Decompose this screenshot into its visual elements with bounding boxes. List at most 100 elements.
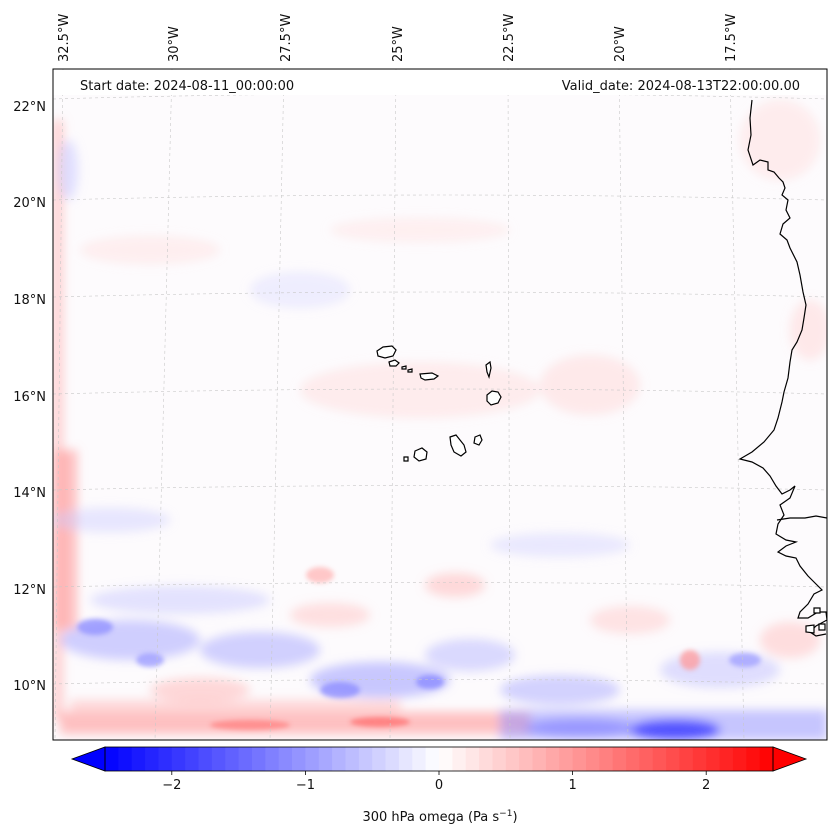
bijagos-island [818,623,826,631]
omega-positive-region [540,355,640,415]
lat-label: 18°N [13,293,46,308]
omega-negative-cell [320,682,360,698]
lat-label: 10°N [13,679,46,694]
omega-positive-cell [210,720,290,730]
colorbar-label-superscript: −1 [499,809,512,819]
lon-label: 30°W [167,26,182,62]
valid-date-label: Valid_date: 2024-08-13T22:00:00.00 [562,79,800,94]
colorbar-cell [265,747,280,771]
colorbar-label: 300 hPa omega (Pa s−1) [362,809,517,825]
colorbar-cell [118,747,133,771]
colorbar-tick-label: −2 [162,778,181,793]
colorbar-cell [572,747,587,771]
colorbar-cell [171,747,186,771]
island-santiago [449,434,467,457]
omega-positive-region [60,712,530,734]
omega-negative-region [630,720,720,740]
colorbar-cell [759,747,774,771]
start-date-label: Start date: 2024-08-11_00:00:00 [80,79,294,94]
coastlines [376,99,827,637]
colorbar-cell [145,747,160,771]
lon-gridline [54,69,64,740]
island-islet [407,368,413,373]
omega-field-shading [53,100,827,740]
island-sao-nicolau [419,372,440,381]
colorbar-cell [345,747,360,771]
colorbar-min-extend [70,746,106,772]
omega-negative-region [490,533,630,557]
omega-positive-region [760,622,820,658]
colorbar-cell [305,747,320,771]
lat-label: 20°N [13,196,46,211]
lon-label: 17.5°W [724,14,739,62]
omega-positive-region [590,606,670,634]
island-boa-vista [486,390,502,406]
colorbar-cell [519,747,534,771]
colorbar-cell [692,747,707,771]
lat-gridline [53,679,827,685]
colorbar-cell [492,747,507,771]
river-gambia [776,515,827,521]
colorbar-label-main: 300 hPa omega (Pa s [362,810,499,825]
colorbar-cell [332,747,347,771]
omega-negative-region [90,586,270,614]
colorbar-cells [105,747,774,771]
lat-label: 12°N [13,583,46,598]
lon-label: 22.5°W [502,14,517,62]
latitude-labels: 22°N 20°N 18°N 16°N 14°N 12°N 10°N [13,100,46,694]
colorbar-tick-label: −1 [296,778,315,793]
gridlines [53,69,827,740]
omega-positive-region [300,362,540,418]
omega-positive-region [55,450,77,630]
colorbar-cell [292,747,306,771]
omega-field-texture [77,567,761,730]
colorbar-cell [612,747,627,771]
colorbar-cell [412,747,427,771]
colorbar-cell [238,747,253,771]
colorbar-cell [626,747,640,771]
colorbar-cell [425,747,440,771]
lat-label: 22°N [13,100,46,115]
bijagos-island [805,624,815,634]
lon-gridline [389,69,397,740]
lon-gridline [618,69,629,740]
island-santo-antao [376,345,397,359]
lon-gridline [729,69,745,740]
lat-gridline [53,582,827,588]
lat-gridline [53,485,827,491]
colorbar-cell [465,747,480,771]
colorbar-cell [732,747,747,771]
colorbar-cell [452,747,467,771]
colorbar-cell [211,747,226,771]
colorbar-cell [398,747,413,771]
omega-positive-region [290,603,370,627]
longitude-labels: 32.5°W 30°W 27.5°W 25°W 22.5°W 20°W 17.5… [57,14,739,62]
coastline-west-africa [738,99,827,637]
colorbar-max-extend [772,746,808,772]
colorbar: −2 −1 0 1 2 300 hPa omega (Pa s−1) [70,746,808,825]
map-frame [52,68,828,741]
omega-positive-region [70,700,400,712]
colorbar-ticks: −2 −1 0 1 2 [162,771,710,793]
omega-positive-region [425,573,485,597]
colorbar-cell [639,747,654,771]
colorbar-cell [158,747,173,771]
bijagos-island [813,607,821,614]
colorbar-cell [479,747,494,771]
colorbar-cell [652,747,667,771]
island-sal [485,360,492,380]
omega-negative-cell [136,653,164,667]
colorbar-cell [545,747,560,771]
omega-positive-region [53,120,63,720]
lon-label: 32.5°W [57,14,72,62]
lon-label: 25°W [391,26,406,62]
lat-label: 16°N [13,390,46,405]
colorbar-cell [559,747,574,771]
lon-label: 27.5°W [279,14,294,62]
omega-negative-region [53,508,170,532]
lat-label: 14°N [13,486,46,501]
colorbar-cell [599,747,614,771]
lon-gridline [507,69,511,740]
island-sao-vicente [388,359,400,367]
